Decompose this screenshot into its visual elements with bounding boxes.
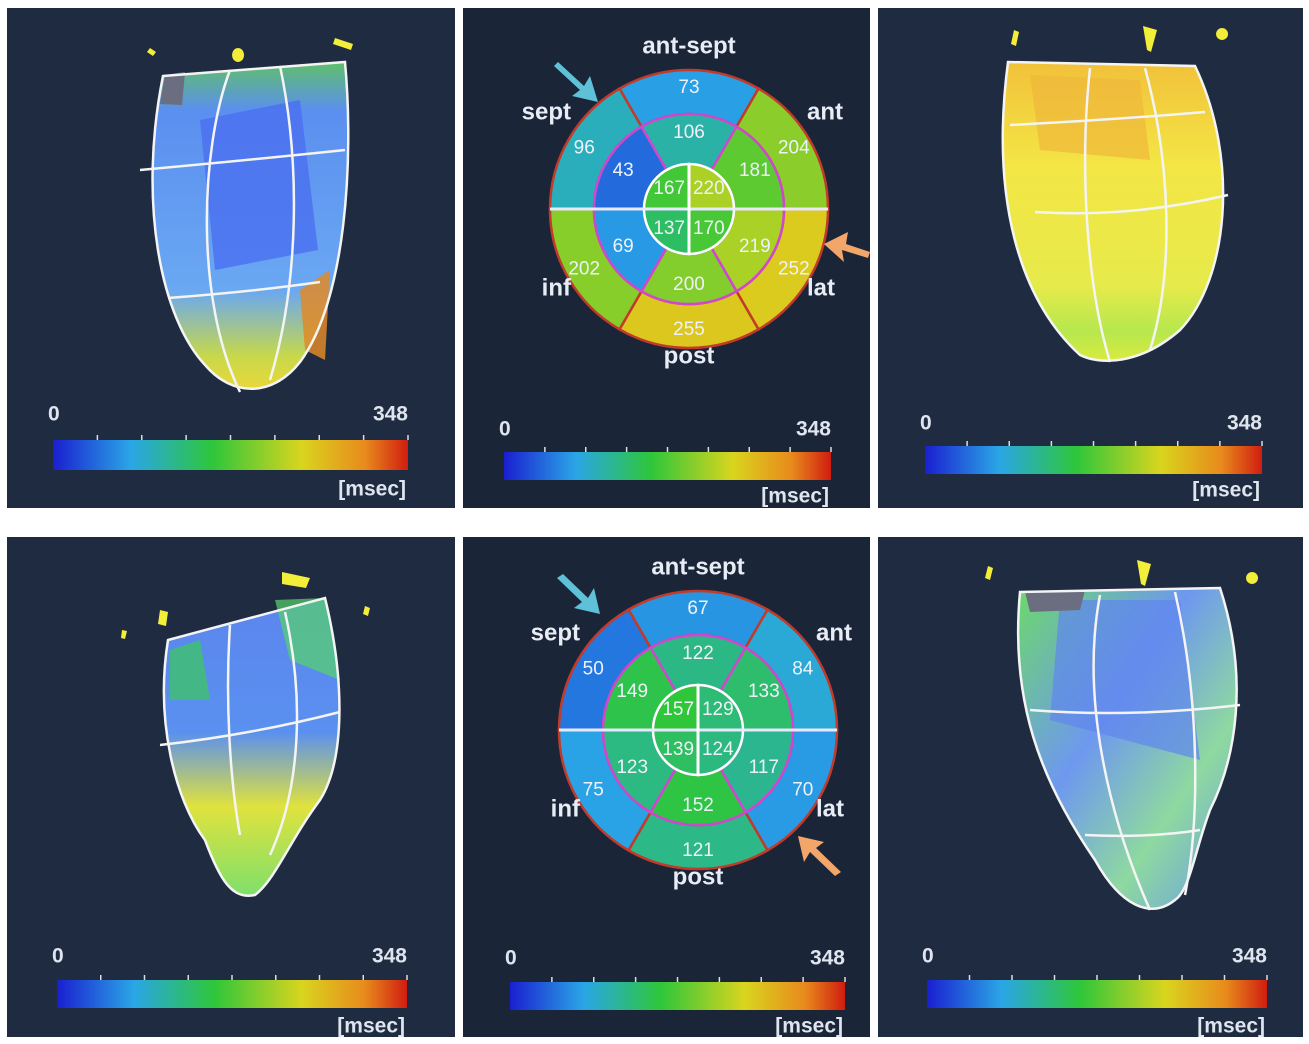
segment-value: 84 (792, 659, 814, 680)
segment-value: 124 (702, 739, 734, 760)
scale-unit: [msec] (338, 478, 406, 501)
colorbar (53, 440, 408, 470)
scale-min: 0 (48, 403, 60, 426)
segment-value: 67 (687, 598, 708, 619)
colorbar (925, 446, 1262, 474)
segment-value: 75 (583, 780, 604, 801)
segment-value: 117 (749, 757, 779, 778)
orientation-label: inf (542, 274, 572, 301)
scale-min: 0 (922, 945, 934, 968)
scale-unit: [msec] (1197, 1015, 1265, 1038)
segment-value: 252 (778, 259, 810, 280)
colorbar (927, 980, 1267, 1008)
scale-unit: [msec] (1192, 479, 1260, 502)
figure: 0 348 [msec] 0 348 [msec] 73 204 252 255 202 96 106 1… (0, 0, 1309, 1039)
scale-min: 0 (499, 418, 511, 441)
panel: 0 348 [msec] 67 84 70 121 75 50 122 133 117 152 123 14… (463, 537, 870, 1038)
scale-min: 0 (920, 412, 932, 435)
panel: 0 348 [msec] 73 204 252 255 202 96 106 181 219 200 69… (463, 8, 870, 508)
scale-unit: [msec] (761, 485, 829, 508)
segment-value: 106 (673, 122, 705, 143)
orientation-label: inf (551, 795, 581, 822)
segment-value: 152 (682, 795, 714, 816)
segment-value: 121 (682, 840, 714, 861)
segment-value: 157 (662, 699, 694, 720)
segment-value: 167 (653, 178, 685, 199)
scale-max: 348 (1232, 945, 1267, 968)
segment-value: 73 (678, 77, 699, 98)
scale-max: 348 (810, 947, 845, 970)
segment-value: 149 (616, 681, 648, 702)
orientation-label: ant (816, 619, 852, 646)
segment-value: 96 (574, 138, 595, 159)
segment-value: 123 (616, 757, 648, 778)
segment-value: 43 (613, 160, 634, 181)
orientation-label: ant (807, 98, 843, 125)
segment-value: 122 (682, 643, 714, 664)
colorbar (510, 982, 845, 1010)
scale-unit: [msec] (775, 1015, 843, 1038)
orientation-label: ant-sept (642, 32, 735, 59)
orientation-label: ant-sept (651, 553, 744, 580)
scale-unit: [msec] (337, 1015, 405, 1038)
segment-value: 139 (662, 739, 694, 760)
orientation-label: sept (531, 619, 580, 646)
scale-max: 348 (373, 403, 408, 426)
orientation-label: lat (816, 795, 844, 822)
colorbar (57, 980, 407, 1008)
segment-value: 50 (583, 659, 604, 680)
segment-value: 204 (778, 138, 810, 159)
scale-min: 0 (505, 947, 517, 970)
colorbar (504, 452, 831, 480)
segment-value: 133 (748, 681, 780, 702)
scale-max: 348 (1227, 412, 1262, 435)
scale-max: 348 (372, 945, 407, 968)
segment-value: 137 (653, 218, 685, 239)
orientation-label: post (664, 342, 715, 369)
orientation-label: lat (807, 274, 835, 301)
segment-value: 129 (702, 699, 734, 720)
scale-min: 0 (52, 945, 64, 968)
orientation-label: post (673, 863, 724, 890)
segment-value: 219 (739, 236, 771, 257)
segment-value: 220 (693, 178, 725, 199)
segment-value: 255 (673, 319, 705, 340)
segment-value: 170 (693, 218, 725, 239)
orientation-label: sept (522, 98, 571, 125)
segment-value: 70 (792, 780, 813, 801)
segment-value: 69 (613, 236, 634, 257)
scale-max: 348 (796, 418, 831, 441)
segment-value: 202 (568, 259, 600, 280)
segment-value: 181 (739, 160, 771, 181)
segment-value: 200 (673, 274, 705, 295)
